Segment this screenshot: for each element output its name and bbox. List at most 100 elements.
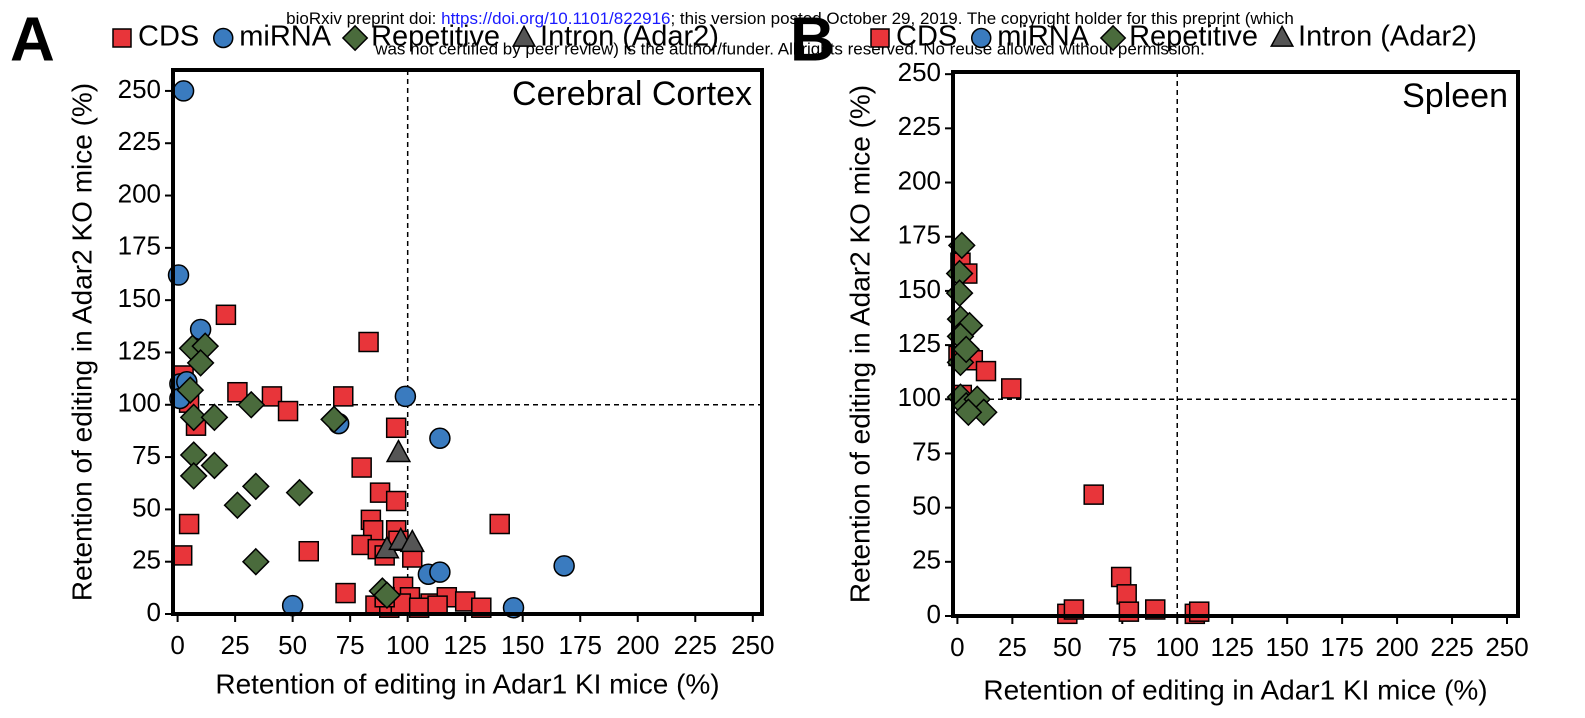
circle-marker xyxy=(429,561,451,583)
triangle-marker xyxy=(1269,24,1295,47)
y-tick-label: 25 xyxy=(912,545,941,575)
legend-label: Repetitive xyxy=(371,21,500,53)
diamond-marker xyxy=(373,581,401,610)
x-tick-label: 125 xyxy=(1211,632,1254,662)
y-axis-title: Retention of editing in Adar2 KO mice (%… xyxy=(66,83,97,601)
square-marker xyxy=(335,582,356,604)
x-tick-label: 100 xyxy=(386,630,429,660)
circle-marker xyxy=(212,27,234,49)
header-link[interactable]: https://doi.org/10.1101/822916 xyxy=(441,9,670,28)
square-marker xyxy=(112,28,132,48)
plot-frame xyxy=(171,68,764,616)
x-tick-label: 250 xyxy=(1485,632,1528,662)
x-axis-title: Retention of editing in Adar1 KI mice (%… xyxy=(215,668,719,699)
square-marker xyxy=(178,513,200,535)
legend-label: Repetitive xyxy=(1129,21,1258,53)
y-tick-label: 150 xyxy=(118,283,161,313)
diamond-marker xyxy=(320,405,348,434)
y-tick-label: 250 xyxy=(118,74,161,104)
diamond-marker xyxy=(200,451,229,480)
y-axis-title: Retention of editing in Adar2 KO mice (%… xyxy=(844,85,875,603)
y-tick-label: 125 xyxy=(898,328,941,358)
circle-marker xyxy=(172,80,195,102)
diamond-marker xyxy=(237,390,266,419)
diamond-marker xyxy=(952,335,981,364)
x-tick-label: 75 xyxy=(336,630,365,660)
y-tick-label: 100 xyxy=(118,388,161,418)
x-tick-label: 50 xyxy=(278,630,307,660)
x-tick-label: 25 xyxy=(221,630,250,660)
header-prefix: bioRxiv preprint doi: xyxy=(286,9,441,28)
y-tick-label: 0 xyxy=(927,599,941,629)
x-tick-label: 75 xyxy=(1108,632,1137,662)
y-tick-label: 50 xyxy=(132,492,161,522)
legend-label: miRNA xyxy=(239,21,331,53)
square-marker xyxy=(171,545,193,566)
y-tick-label: 125 xyxy=(118,335,161,365)
triangle-marker xyxy=(385,438,412,463)
square-marker xyxy=(227,381,248,403)
diamond-marker xyxy=(1099,24,1127,52)
square-marker xyxy=(870,28,890,48)
diamond-marker xyxy=(179,462,208,490)
diamond-marker xyxy=(186,349,215,377)
x-tick-label: 50 xyxy=(1053,632,1082,662)
square-marker xyxy=(333,386,354,407)
y-tick-label: 200 xyxy=(898,165,941,195)
square-marker xyxy=(1110,566,1132,588)
y-tick-label: 150 xyxy=(898,274,941,304)
panel-label: B xyxy=(790,5,835,74)
x-tick-label: 175 xyxy=(559,630,602,660)
y-tick-label: 50 xyxy=(912,491,941,521)
y-tick-label: 225 xyxy=(118,126,161,156)
diamond-marker xyxy=(945,279,974,307)
y-tick-label: 75 xyxy=(132,440,161,470)
square-marker xyxy=(1118,601,1140,622)
y-tick-label: 225 xyxy=(898,111,941,141)
triangle-marker xyxy=(399,528,425,553)
square-marker xyxy=(385,490,407,512)
square-marker xyxy=(1116,584,1137,605)
annotation: Spleen xyxy=(1402,77,1508,115)
preprint-header: bioRxiv preprint doi: https://doi.org/10… xyxy=(286,9,1294,28)
x-tick-label: 150 xyxy=(501,630,544,660)
square-marker xyxy=(489,513,510,535)
annotation: Cerebral Cortex xyxy=(512,75,752,113)
diamond-marker xyxy=(954,398,983,427)
x-tick-label: 250 xyxy=(731,630,774,660)
square-marker xyxy=(351,457,372,478)
x-tick-label: 175 xyxy=(1320,632,1363,662)
y-tick-label: 250 xyxy=(898,57,941,87)
square-marker xyxy=(1083,484,1104,505)
triangle-marker xyxy=(511,24,537,47)
diamond-marker xyxy=(223,491,252,520)
diamond-marker xyxy=(341,24,369,52)
circle-marker xyxy=(429,427,451,449)
square-marker xyxy=(261,386,283,407)
diamond-marker xyxy=(241,547,270,576)
square-marker xyxy=(975,360,997,382)
y-tick-label: 175 xyxy=(898,220,941,250)
y-tick-label: 25 xyxy=(132,545,161,575)
x-tick-label: 150 xyxy=(1265,632,1308,662)
x-tick-label: 0 xyxy=(170,630,184,660)
diamond-marker xyxy=(241,472,270,501)
square-marker xyxy=(298,540,319,562)
y-tick-label: 75 xyxy=(912,436,941,466)
square-marker xyxy=(385,417,407,439)
square-marker xyxy=(358,331,379,353)
x-tick-label: 200 xyxy=(616,630,659,660)
legend-label: Intron (Adar2) xyxy=(1298,21,1477,53)
x-tick-label: 100 xyxy=(1156,632,1199,662)
legend-label: miRNA xyxy=(997,21,1089,53)
circle-marker xyxy=(553,555,575,577)
square-marker xyxy=(277,400,299,422)
y-tick-label: 175 xyxy=(118,231,161,261)
header-suffix: ; this version posted October 29, 2019. … xyxy=(670,9,1293,28)
square-marker xyxy=(1001,378,1022,399)
square-marker xyxy=(1188,601,1210,622)
square-marker xyxy=(215,304,237,326)
diamond-marker xyxy=(176,376,205,405)
diamond-marker xyxy=(285,478,314,507)
